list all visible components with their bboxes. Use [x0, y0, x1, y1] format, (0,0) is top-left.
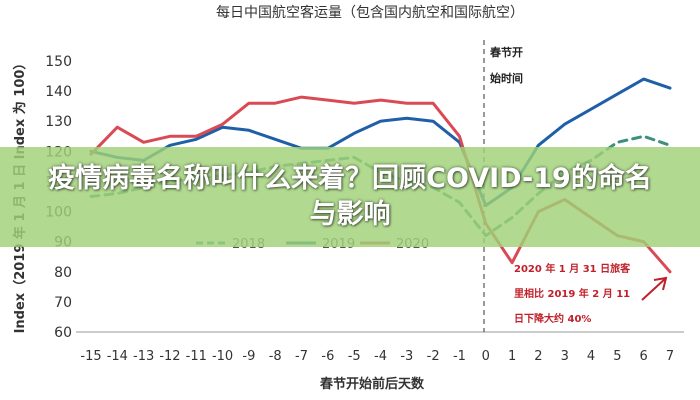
- x-tick-label--12: -12: [159, 349, 180, 364]
- x-tick-label--5: -5: [348, 349, 361, 364]
- x-tick-label-7: 7: [666, 349, 674, 364]
- y-tick-label-80: 80: [54, 265, 72, 281]
- x-tick-label-4: 4: [587, 349, 595, 364]
- x-tick-label--14: -14: [107, 349, 128, 364]
- annotation-arrow: [641, 276, 668, 301]
- annotation-spring-festival-line-2: 始时间: [490, 71, 523, 85]
- x-axis-label: 春节开始前后天数: [319, 376, 425, 392]
- x-tick-labels: -15 -14 -13 -12 -11 -10 -9 -8 -7 -6 -5 -4 -3 -2 -1 0 1 2 3…: [80, 349, 674, 364]
- x-tick-label--10: -10: [212, 349, 233, 364]
- x-tick-label--1: -1: [453, 349, 466, 364]
- annotation-spring-festival: 春节开 始时间: [490, 45, 523, 85]
- x-tick-label-2: 2: [534, 349, 542, 364]
- x-tick-label-3: 3: [561, 349, 569, 364]
- x-tick-label--4: -4: [374, 349, 387, 364]
- x-tick-label--3: -3: [400, 349, 413, 364]
- y-tick-label-130: 130: [45, 114, 72, 130]
- x-tick-label-5: 5: [613, 349, 621, 364]
- x-tick-label--13: -13: [133, 349, 154, 364]
- annotation-decline-line-3: 日下降大约 40%: [514, 312, 591, 325]
- annotation-spring-festival-line-1: 春节开: [490, 45, 523, 59]
- x-tick-label-0: 0: [482, 349, 490, 364]
- title-overlay-banner: 疫情病毒名称叫什么来着？回顾COVID-19的命名与影响: [0, 147, 700, 247]
- x-tick-label--11: -11: [186, 349, 207, 364]
- series-line-2019: [89, 77, 672, 207]
- x-tick-label--6: -6: [321, 349, 334, 364]
- y-tick-label-70: 70: [54, 295, 72, 311]
- x-tick-label-1: 1: [508, 349, 516, 364]
- annotation-decline-line-2: 里相比 2019 年 2 月 11: [514, 287, 630, 300]
- y-tick-label-150: 150: [45, 54, 72, 70]
- overlay-title: 疫情病毒名称叫什么来着？回顾COVID-19的命名与影响: [48, 163, 652, 230]
- y-tick-label-140: 140: [45, 84, 72, 100]
- x-tick-label--9: -9: [242, 349, 255, 364]
- chart-title: 每日中国航空客运量（包含国内航空和国际航空）: [216, 4, 524, 21]
- x-tick-label--15: -15: [80, 349, 101, 364]
- x-tick-label--2: -2: [427, 349, 440, 364]
- x-tick-label-6: 6: [640, 349, 648, 364]
- x-tick-label--8: -8: [269, 349, 282, 364]
- annotation-decline: 2020 年 1 月 31 日旅客 里相比 2019 年 2 月 11 日下降大…: [514, 262, 631, 325]
- y-tick-label-60: 60: [54, 325, 72, 341]
- x-tick-label--7: -7: [295, 349, 308, 364]
- annotation-decline-line-1: 2020 年 1 月 31 日旅客: [514, 262, 631, 275]
